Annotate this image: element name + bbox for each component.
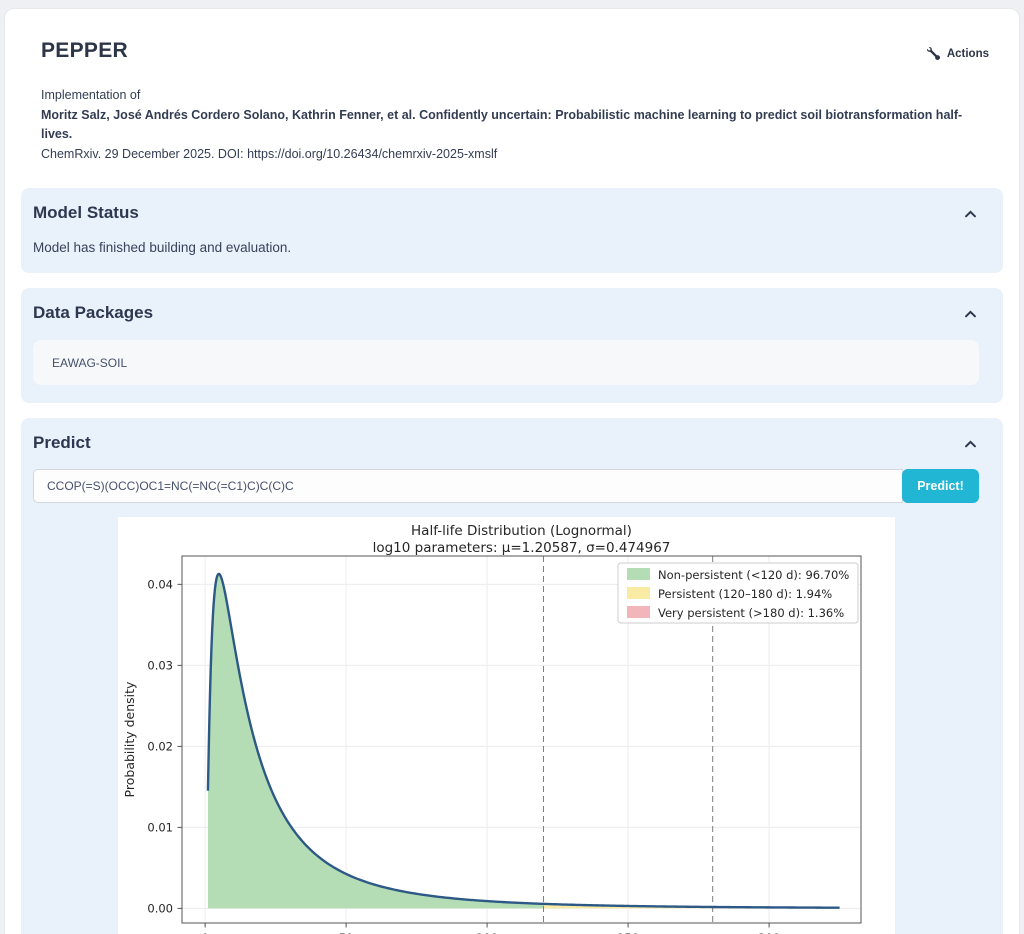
x-tick-label: 0 — [201, 931, 208, 934]
header: PEPPER Actions Implementation of Moritz … — [5, 9, 1019, 188]
chart-title: Half-life Distribution (Lognormal) — [411, 523, 632, 539]
region-fill-0 — [207, 573, 543, 909]
legend-swatch-0 — [626, 568, 650, 580]
citation-block: Implementation of Moritz Salz, José Andr… — [41, 86, 991, 164]
half-life-chart-svg: 0 50 100 150 200 0.00 0.01 0.02 0.03 0.04 Half-lif… — [122, 523, 861, 934]
half-life-chart: 0 50 100 150 200 0.00 0.01 0.02 0.03 0.04 Half-lif… — [117, 517, 895, 934]
citation-prefix: Implementation of — [41, 88, 141, 102]
x-tick-label: 100 — [476, 931, 498, 934]
y-tick-label: 0.04 — [147, 577, 173, 591]
density-curve — [206, 572, 840, 909]
chart-legend — [617, 562, 858, 624]
actions-label: Actions — [946, 47, 989, 60]
legend-swatch-1 — [626, 587, 650, 599]
legend-label-1: Persistent (120–180 d): 1.94% — [658, 587, 832, 601]
predict-title: Predict — [33, 433, 91, 452]
x-tick-label: 50 — [338, 931, 353, 934]
predict-collapse-button[interactable] — [962, 437, 979, 450]
data-packages-title: Data Packages — [33, 303, 154, 322]
legend-label-2: Very persistent (>180 d): 1.36% — [658, 606, 844, 620]
page-title: PEPPER — [41, 39, 128, 62]
wrench-icon — [926, 46, 940, 60]
data-packages-collapse-button[interactable] — [962, 307, 979, 320]
model-status-title: Model Status — [33, 203, 139, 222]
model-status-collapse-button[interactable] — [962, 207, 979, 220]
citation-reference: Moritz Salz, José Andrés Cordero Solano,… — [41, 107, 963, 142]
chevron-up-icon — [964, 306, 977, 321]
y-tick-label: 0.03 — [147, 658, 173, 672]
y-tick-label: 0.01 — [147, 820, 173, 834]
y-axis-label: Probability density — [122, 681, 137, 797]
y-tick-label: 0.02 — [147, 739, 173, 753]
chevron-up-icon — [964, 436, 977, 451]
x-tick-label: 200 — [758, 931, 780, 934]
legend-label-0: Non-persistent (<120 d): 96.70% — [658, 568, 849, 582]
actions-button[interactable]: Actions — [925, 43, 991, 64]
predict-button[interactable]: Predict! — [902, 469, 979, 503]
app-card: PEPPER Actions Implementation of Moritz … — [4, 8, 1020, 934]
model-status-message: Model has finished building and evaluati… — [33, 240, 292, 255]
data-packages-section: Data Packages EAWAG-SOIL — [21, 288, 1003, 403]
citation-source: ChemRxiv. 29 December 2025. DOI: https:/… — [41, 146, 498, 161]
chart-subtitle: log10 parameters: μ=1.20587, σ=0.474967 — [372, 540, 670, 556]
data-package-item[interactable]: EAWAG-SOIL — [33, 340, 979, 385]
chevron-up-icon — [964, 206, 977, 221]
model-status-section: Model Status Model has finished building… — [21, 188, 1003, 273]
predict-section: Predict Predict! 0 50 100 150 200 0.00 0.01 0.0… — [21, 418, 1003, 934]
axes-frame — [181, 555, 861, 924]
y-tick-label: 0.00 — [147, 901, 173, 915]
x-tick-label: 150 — [617, 931, 639, 934]
smiles-input[interactable] — [33, 469, 903, 503]
legend-swatch-2 — [626, 606, 650, 618]
